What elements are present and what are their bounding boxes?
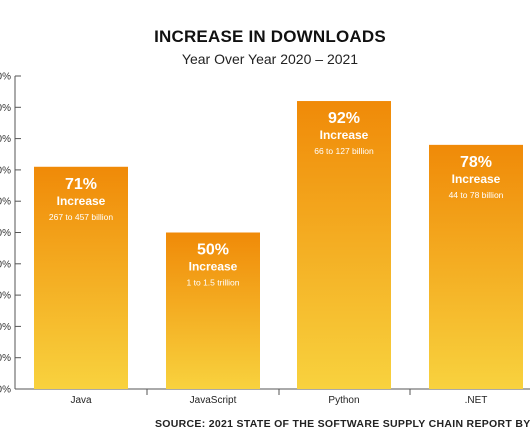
y-tick-label: 10% [0,353,11,364]
bar-percent-label: 50% [197,242,229,259]
y-tick-label: 80% [0,134,11,145]
x-category-label: Python [328,395,359,406]
y-tick-label: 40% [0,259,11,270]
chart-title: INCREASE IN DOWNLOADS [154,27,386,46]
y-tick-label: 100% [0,72,11,83]
y-tick-label: 30% [0,291,11,302]
x-category-label: Java [70,395,92,406]
chart-subtitle: Year Over Year 2020 – 2021 [181,51,359,67]
bar-range-label: 1 to 1.5 trillion [187,278,240,288]
bar-range-label: 66 to 127 billion [314,146,374,156]
y-tick-label: 60% [0,197,11,208]
bar [34,166,128,389]
bar-percent-label: 78% [460,154,492,171]
bar [166,232,260,389]
y-tick-label: 0% [0,385,11,396]
bar-increase-label: Increase [452,172,501,186]
bar-increase-label: Increase [57,194,106,208]
bar [429,144,523,389]
x-category-label: .NET [465,395,488,406]
bar-percent-label: 92% [328,110,360,127]
source-note: SOURCE: 2021 STATE OF THE SOFTWARE SUPPL… [155,418,530,430]
y-tick-label: 20% [0,322,11,333]
y-tick-label: 90% [0,103,11,114]
y-tick-label: 50% [0,228,11,239]
bar [297,101,391,389]
bar-increase-label: Increase [189,260,238,274]
y-tick-label: 70% [0,165,11,176]
bar-increase-label: Increase [320,128,369,142]
x-category-label: JavaScript [190,395,237,406]
bar-range-label: 44 to 78 billion [449,190,504,200]
bar-range-label: 267 to 457 billion [49,212,114,222]
bar-percent-label: 71% [65,176,97,193]
